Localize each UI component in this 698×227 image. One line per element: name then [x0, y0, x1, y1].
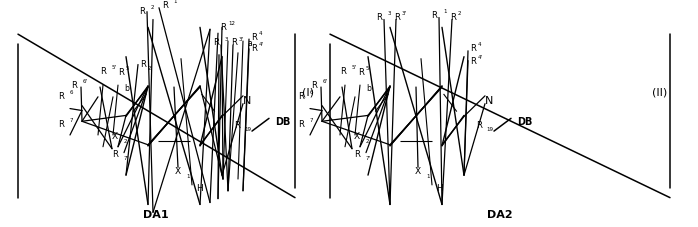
Text: X: X	[415, 167, 421, 176]
Text: R: R	[476, 121, 482, 130]
Text: R: R	[234, 121, 240, 130]
Text: R: R	[58, 92, 64, 101]
Text: 1: 1	[443, 9, 447, 14]
Text: R: R	[231, 39, 237, 47]
Text: 19: 19	[244, 127, 251, 132]
Text: R: R	[58, 120, 64, 129]
Text: 5: 5	[126, 66, 130, 71]
Text: R: R	[431, 11, 437, 20]
Text: b: b	[124, 84, 129, 94]
Text: 3': 3'	[239, 37, 244, 42]
Text: 5': 5'	[352, 65, 357, 70]
Text: 5': 5'	[112, 65, 117, 70]
Text: DA1: DA1	[143, 210, 169, 220]
Text: R: R	[251, 44, 257, 53]
Text: 3': 3'	[402, 11, 407, 16]
Text: R: R	[311, 81, 317, 90]
Text: 6': 6'	[323, 79, 328, 84]
Text: R: R	[470, 44, 476, 53]
Text: 7: 7	[70, 118, 73, 123]
Text: a: a	[247, 39, 252, 48]
Text: 1: 1	[173, 0, 177, 4]
Text: X: X	[354, 132, 360, 141]
Text: R: R	[450, 13, 456, 22]
Text: N: N	[485, 96, 493, 106]
Text: R: R	[139, 7, 145, 16]
Text: R: R	[220, 23, 226, 32]
Text: 2: 2	[151, 5, 154, 10]
Text: 3: 3	[225, 37, 228, 42]
Text: X: X	[175, 167, 181, 176]
Text: DA2: DA2	[487, 210, 513, 220]
Text: N: N	[243, 96, 251, 106]
Text: 5: 5	[366, 66, 369, 71]
Text: 6: 6	[310, 90, 313, 95]
Text: R: R	[112, 150, 118, 159]
Text: R: R	[140, 60, 146, 69]
Text: 1: 1	[426, 174, 429, 179]
Text: 7': 7'	[366, 156, 371, 161]
Text: R: R	[162, 1, 168, 10]
Text: (II): (II)	[653, 88, 667, 98]
Text: R: R	[71, 81, 77, 90]
Text: 3: 3	[388, 11, 392, 16]
Text: 7: 7	[310, 118, 313, 123]
Text: R: R	[118, 68, 124, 77]
Text: b: b	[366, 84, 371, 94]
Text: 2: 2	[124, 139, 128, 144]
Text: R: R	[470, 57, 476, 66]
Text: DB: DB	[275, 117, 290, 127]
Text: 1: 1	[186, 174, 189, 179]
Text: 2': 2'	[148, 66, 153, 71]
Text: H: H	[436, 184, 443, 193]
Text: 6: 6	[70, 90, 73, 95]
Text: R: R	[298, 120, 304, 129]
Text: R: R	[354, 150, 360, 159]
Text: R: R	[376, 13, 382, 22]
Text: R: R	[394, 13, 400, 22]
Text: R: R	[100, 67, 106, 76]
Text: 4: 4	[478, 42, 482, 47]
Text: R: R	[340, 67, 346, 76]
Text: 12: 12	[228, 21, 235, 26]
Text: R: R	[213, 39, 219, 47]
Text: 2: 2	[458, 11, 461, 16]
Text: 4: 4	[259, 31, 262, 36]
Text: R: R	[358, 68, 364, 77]
Text: R: R	[251, 33, 257, 42]
Text: X: X	[112, 132, 118, 141]
Text: H: H	[196, 184, 202, 193]
Text: R: R	[298, 92, 304, 101]
Text: 4': 4'	[478, 55, 483, 60]
Text: 7': 7'	[124, 156, 129, 161]
Text: 2: 2	[366, 139, 369, 144]
Text: 6': 6'	[83, 79, 88, 84]
Text: DB: DB	[517, 117, 533, 127]
Text: 19: 19	[486, 127, 493, 132]
Text: (I): (I)	[302, 88, 314, 98]
Text: 4': 4'	[259, 42, 264, 47]
